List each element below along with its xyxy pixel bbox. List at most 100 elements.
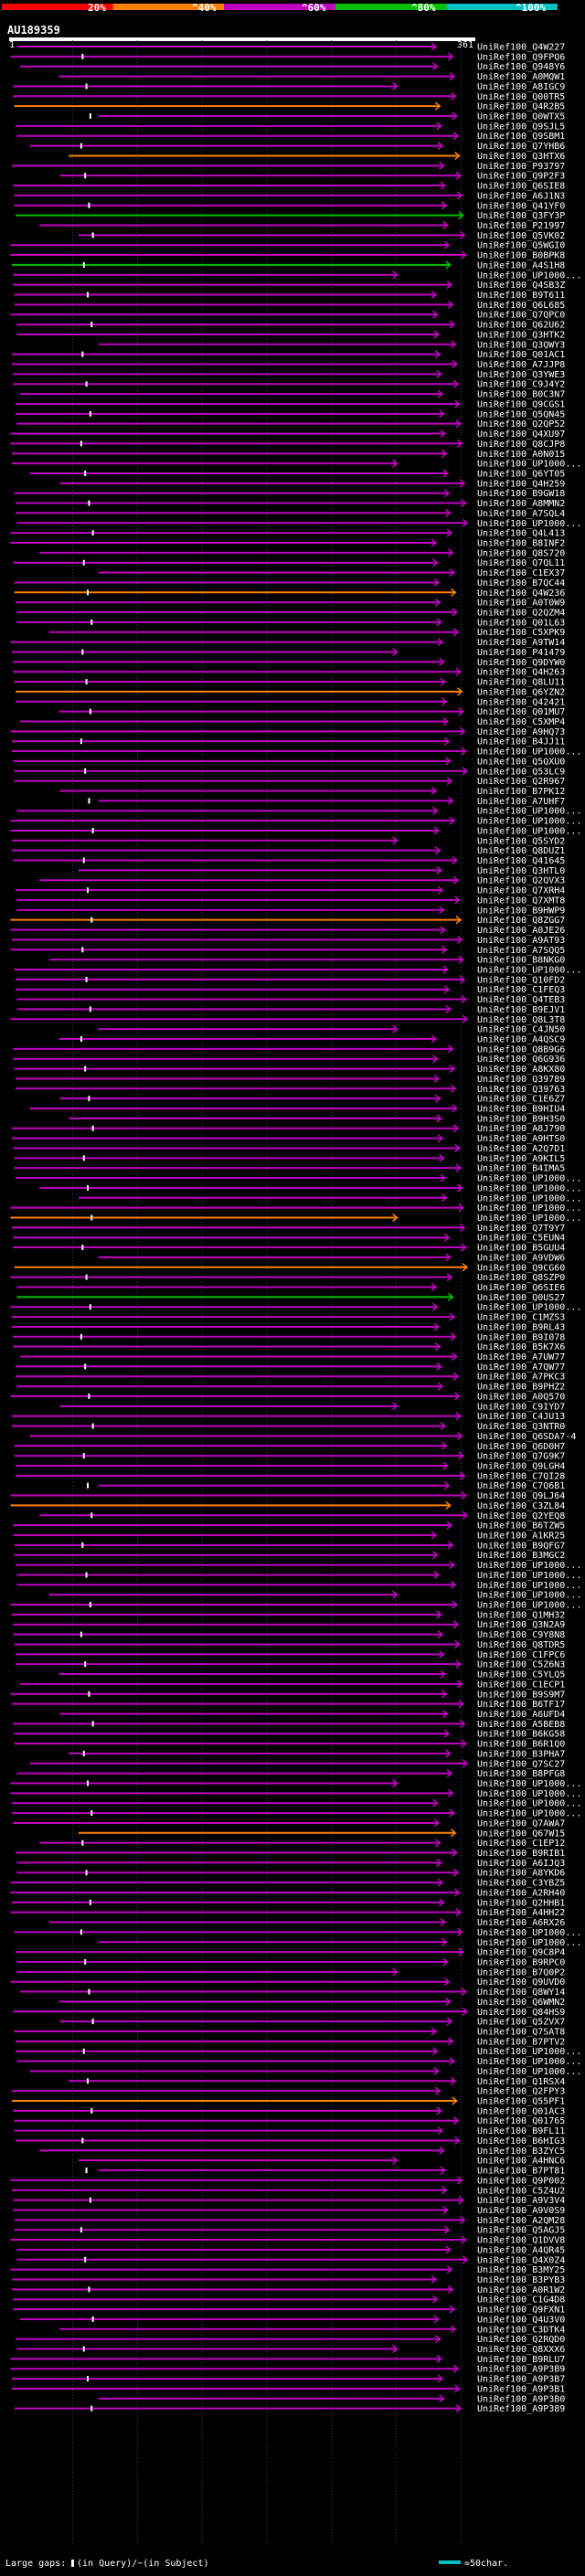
- hit-arrow: [445, 757, 452, 766]
- gap-marker: [81, 1839, 84, 1846]
- hit-arrow: [432, 310, 439, 319]
- gap-marker: [82, 2346, 85, 2352]
- hit-label: UniRef100_Q3HTL0: [477, 866, 565, 876]
- hit-label: UniRef100_Q8CJP8: [477, 440, 565, 450]
- hit-arrow: [434, 1094, 441, 1103]
- hit-arrow: [459, 230, 466, 239]
- hit-label: UniRef100_B7QC44: [477, 578, 565, 588]
- hit-arrow: [456, 687, 463, 696]
- hit-label: UniRef100_B9FL11: [477, 2126, 565, 2136]
- hit-label: UniRef100_Q5WGI0: [477, 241, 565, 251]
- hit-label: UniRef100_P93797: [477, 162, 565, 172]
- hit-label: UniRef100_Q7T9Y7: [477, 1224, 565, 1234]
- hit-arrow: [454, 2136, 461, 2146]
- hit-arrow: [441, 2186, 448, 2195]
- hit-arrow: [443, 489, 451, 498]
- hit-label: UniRef100_Q7SC27: [477, 1759, 565, 1769]
- hit-arrow: [454, 1639, 461, 1649]
- gap-marker: [85, 1274, 88, 1280]
- hit-label: UniRef100_UP1000...: [477, 826, 581, 836]
- gap-marker: [80, 440, 82, 447]
- hit-label: UniRef100_B6TZW5: [477, 1521, 565, 1532]
- hit-label: UniRef100_Q39763: [477, 1085, 565, 1095]
- gap-marker: [84, 768, 87, 774]
- gap-marker: [89, 2197, 91, 2203]
- gap-marker: [90, 1512, 93, 1519]
- hit-label: UniRef100_Q4W236: [477, 588, 565, 599]
- hit-label: UniRef100_A9HTS0: [477, 1134, 565, 1144]
- hit-label: UniRef100_Q5QXU0: [477, 757, 565, 767]
- hit-arrow: [462, 1014, 469, 1023]
- gap-marker: [90, 917, 93, 923]
- hit-label: UniRef100_UP1000...: [477, 1799, 581, 1809]
- hit-arrow: [431, 1282, 438, 1292]
- hit-label: UniRef100_A5BEB8: [477, 1720, 565, 1730]
- gap-marker: [90, 2107, 93, 2114]
- gap-marker: [82, 559, 85, 566]
- hit-arrow: [452, 1352, 458, 1362]
- hit-label: UniRef100_A0T0W9: [477, 599, 565, 609]
- hit-arrow: [431, 2027, 438, 2036]
- hit-label: UniRef100_Q5ZVX7: [477, 2018, 565, 2028]
- hit-arrow: [392, 1778, 399, 1788]
- gap-marker: [91, 827, 94, 833]
- hit-label: UniRef100_Q4H259: [477, 479, 565, 489]
- hit-label: UniRef100_Q2QVX3: [477, 876, 565, 886]
- gap-marker: [88, 798, 90, 804]
- hit-label: UniRef100_Q7XMT8: [477, 896, 565, 906]
- hit-label: UniRef100_Q6YZN2: [477, 687, 565, 697]
- legend-gaps-label: Large gaps:: [5, 2559, 66, 2569]
- gap-marker: [90, 322, 93, 328]
- gap-marker: [80, 1631, 82, 1638]
- gap-marker: [84, 1958, 87, 1965]
- hit-arrow: [452, 2364, 460, 2373]
- hit-arrow: [448, 1044, 454, 1054]
- gap-marker: [91, 1423, 94, 1429]
- hit-arrow: [392, 1213, 399, 1223]
- hit-arrow: [452, 359, 458, 369]
- gap-marker: [87, 887, 89, 894]
- hit-arrow: [456, 2176, 463, 2185]
- hit-label: UniRef100_A7UW77: [477, 1352, 565, 1362]
- hit-arrow: [392, 270, 399, 280]
- hit-label: UniRef100_UP1000...: [477, 817, 581, 827]
- hit-label: UniRef100_B9RLU7: [477, 2355, 565, 2365]
- hit-arrow: [446, 2017, 453, 2026]
- hit-label: UniRef100_Q6L685: [477, 301, 565, 311]
- hit-label: UniRef100_C9Y8N8: [477, 1630, 565, 1640]
- hit-arrow: [445, 508, 452, 518]
- hit-arrow: [392, 81, 399, 91]
- hit-label: UniRef100_Q4R2B5: [477, 102, 565, 112]
- hit-arrow: [445, 260, 452, 270]
- hit-arrow: [437, 1878, 444, 1887]
- hit-arrow: [433, 826, 441, 835]
- hit-arrow: [433, 578, 441, 588]
- hit-arrow: [449, 2305, 456, 2314]
- hit-arrow: [441, 1441, 448, 1450]
- hit-arrow: [455, 419, 463, 429]
- hit-label: UniRef100_Q01MU7: [477, 707, 565, 717]
- gap-marker: [84, 1065, 87, 1072]
- hit-label: UniRef100_Q2FPY3: [477, 2087, 565, 2097]
- hit-arrow: [450, 91, 457, 101]
- hit-arrow: [434, 1342, 441, 1352]
- hit-label: UniRef100_Q7YHB6: [477, 142, 565, 152]
- hit-label: UniRef100_B8INF2: [477, 539, 565, 549]
- legend-gap-text: (in Query)/~(in Subject): [77, 2559, 209, 2569]
- hit-label: UniRef100_B9S9M7: [477, 1690, 565, 1700]
- hit-arrow: [431, 1531, 438, 1540]
- hit-arrow: [433, 330, 441, 339]
- hit-label: UniRef100_Q0WTX5: [477, 112, 565, 122]
- gap-marker: [82, 1750, 85, 1756]
- hit-label: UniRef100_A2QM28: [477, 2216, 565, 2226]
- hit-arrow: [437, 2374, 444, 2383]
- hit-label: UniRef100_Q4W227: [477, 43, 565, 53]
- hit-label: UniRef100_Q4TEB3: [477, 995, 565, 1005]
- hit-arrow: [461, 747, 467, 756]
- hit-arrow: [458, 1700, 465, 1709]
- hit-arrow: [436, 618, 442, 627]
- hit-arrow: [392, 1024, 399, 1034]
- query-bar: [9, 37, 475, 41]
- hit-arrow: [448, 1788, 454, 1797]
- hit-arrow: [432, 558, 439, 567]
